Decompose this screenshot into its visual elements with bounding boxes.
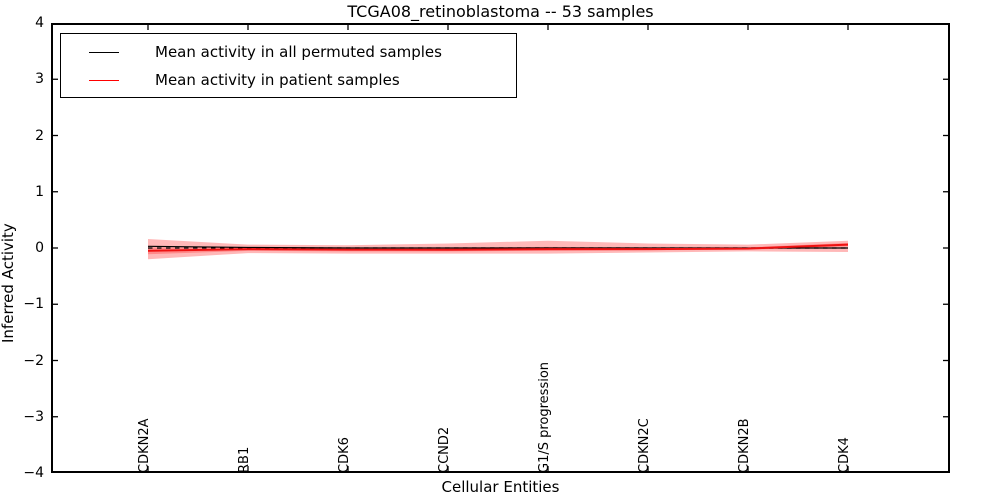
x-tick-label-rb1: RB1 (237, 446, 252, 473)
x-tick-label-ccnd2: CCND2 (437, 426, 452, 473)
y-tick-label: 3 (35, 71, 44, 88)
legend-box: Mean activity in all permuted samples Me… (60, 33, 517, 98)
y-tick-label: 4 (35, 15, 44, 31)
chart-title: TCGA08_retinoblastoma -- 53 samples (347, 2, 654, 21)
x-tick-label-cdk4: CDK4 (837, 437, 852, 473)
plot-canvas (51, 23, 950, 473)
legend-item-permuted: Mean activity in all permuted samples (61, 38, 442, 66)
legend-line-sample-red (89, 79, 119, 81)
y-tick-label: −3 (23, 408, 44, 425)
x-tick-label-cdkn2b: CDKN2B (737, 418, 752, 473)
x-axis-label: Cellular Entities (441, 478, 560, 496)
legend-item-patient: Mean activity in patient samples (61, 66, 400, 94)
y-tick-label: −1 (23, 296, 44, 313)
x-tick-label-cdkn2a: CDKN2A (137, 418, 152, 473)
x-tick-label-cdkn2c: CDKN2C (637, 418, 652, 473)
y-tick-label: −2 (23, 352, 44, 369)
series-line-mean-activity-in-patient-samples (147, 243, 849, 252)
x-tick-label-g1-s-progression: G1/S progression (537, 361, 552, 473)
plot-area (51, 23, 950, 473)
y-axis-label: Inferred Activity (0, 223, 17, 343)
y-tick-label: −4 (23, 465, 44, 481)
x-tick-label-cdk6: CDK6 (337, 437, 352, 473)
legend-label: Mean activity in all permuted samples (155, 43, 442, 61)
plot-border (51, 23, 950, 473)
y-tick-label: 1 (35, 183, 44, 200)
legend-label: Mean activity in patient samples (155, 71, 400, 89)
y-tick-label: 0 (35, 240, 44, 256)
y-tick-label: 2 (35, 127, 44, 144)
legend-line-sample-black (89, 51, 119, 53)
